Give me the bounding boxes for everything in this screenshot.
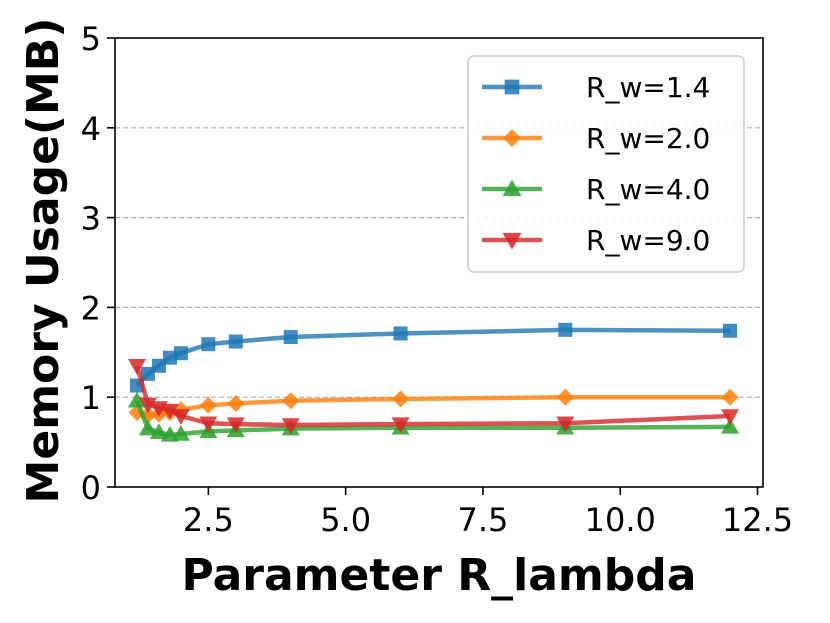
data-point [283, 330, 298, 345]
legend-entry: R_w=1.4 [482, 71, 710, 104]
series-1 [129, 322, 738, 393]
data-point [149, 423, 168, 439]
plot-frame [114, 37, 764, 488]
data-point [127, 391, 146, 408]
data-point [138, 419, 157, 436]
y-tick-label: 1 [81, 379, 101, 417]
data-point [199, 416, 218, 433]
data-point [173, 346, 188, 361]
x-tick-label: 10.0 [585, 501, 656, 539]
y-axis-title: Memory Usage(MB) [18, 18, 69, 504]
y-tick-label: 2 [81, 289, 101, 327]
axis-ticks: 0 1 2 3 4 5 2.5 5.0 7.5 10.0 12.5 [81, 20, 793, 539]
legend-label: R_w=2.0 [586, 122, 710, 155]
data-point [281, 418, 300, 435]
legend-entry: R_w=9.0 [482, 224, 710, 257]
data-point [171, 425, 190, 441]
data-point [556, 416, 575, 433]
data-point [721, 417, 740, 434]
y-tick-label: 5 [81, 20, 101, 58]
data-point [282, 392, 300, 410]
data-point [391, 417, 410, 434]
data-point [151, 358, 166, 373]
data-point [721, 388, 739, 406]
data-point [199, 396, 217, 414]
y-tick-label: 0 [81, 469, 101, 507]
data-point [227, 394, 245, 412]
data-point [160, 403, 179, 420]
x-tick-label: 5.0 [320, 501, 371, 539]
legend-label: R_w=4.0 [586, 173, 710, 206]
x-axis-title: Parameter R_lambda [182, 550, 697, 601]
y-tick-label: 4 [81, 110, 101, 148]
legend-marker [502, 179, 522, 197]
data-point [393, 326, 408, 341]
x-tick-label: 7.5 [457, 501, 508, 539]
series-line [136, 394, 731, 418]
data-point [127, 359, 146, 375]
data-point [558, 322, 573, 337]
legend-marker [503, 129, 521, 147]
data-point [201, 337, 216, 352]
y-tick-label: 3 [81, 200, 101, 238]
data-point [162, 350, 177, 365]
legend-entry: R_w=4.0 [482, 173, 710, 206]
legend-box [467, 55, 745, 273]
x-tick-label: 12.5 [722, 501, 793, 539]
legend-label: R_w=1.4 [586, 71, 710, 104]
data-point [392, 390, 410, 408]
legend-marker [504, 79, 520, 95]
series-4 [127, 359, 740, 435]
legend-label: R_w=9.0 [586, 224, 710, 257]
series-line [135, 327, 731, 388]
series-group [127, 322, 740, 442]
data-point [140, 366, 155, 381]
data-point [723, 323, 738, 338]
data-point [556, 388, 574, 406]
x-tick-label: 2.5 [183, 501, 234, 539]
data-point [228, 334, 243, 349]
legend: R_w=1.4 R_w=2.0 R_w=4.0 R_w=9.0 [467, 55, 745, 273]
data-point [171, 409, 190, 426]
legend-marker [502, 232, 522, 250]
data-point [721, 409, 740, 426]
legend-entry: R_w=2.0 [482, 122, 710, 155]
data-point [226, 417, 245, 434]
